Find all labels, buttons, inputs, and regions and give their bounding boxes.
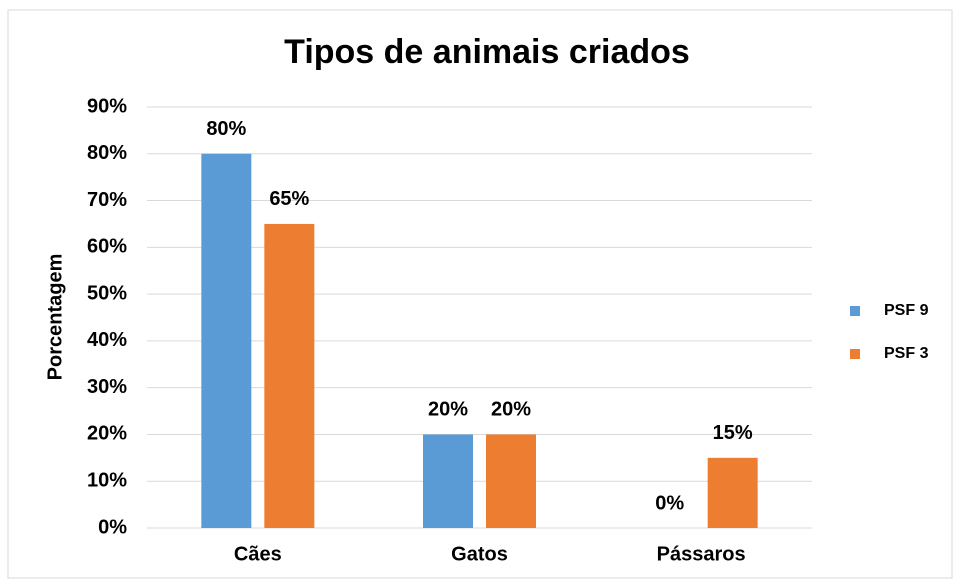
data-label: 0% (655, 492, 684, 514)
data-label: 20% (491, 399, 531, 421)
data-label: 65% (269, 188, 309, 210)
data-label: 20% (428, 399, 468, 421)
y-tick-label: 10% (87, 470, 127, 492)
y-tick-label: 60% (87, 236, 127, 258)
bar (201, 153, 252, 528)
y-tick-label: 0% (98, 516, 127, 538)
bar (264, 223, 315, 528)
legend-label: PSF 3 (884, 345, 929, 362)
y-tick-label: 20% (87, 423, 127, 445)
y-tick-label: 80% (87, 142, 127, 164)
x-tick-label: Gatos (451, 543, 508, 565)
legend-label: PSF 9 (884, 302, 929, 319)
bar (423, 434, 473, 528)
y-tick-label: 40% (87, 329, 127, 351)
y-tick-label: 50% (87, 282, 127, 304)
y-tick-label: 30% (87, 376, 127, 398)
y-axis-label: Porcentagem (44, 254, 66, 381)
legend-swatch (850, 306, 860, 316)
bar (707, 457, 758, 528)
y-tick-label: 90% (87, 95, 127, 117)
bar (486, 434, 536, 528)
x-tick-label: Cães (234, 543, 282, 565)
legend-swatch (850, 349, 860, 359)
chart-title: Tipos de animais criados (284, 33, 690, 71)
x-tick-label: Pássaros (657, 543, 746, 565)
y-tick-label: 70% (87, 189, 127, 211)
data-label: 80% (206, 118, 246, 140)
data-label: 15% (713, 422, 753, 444)
